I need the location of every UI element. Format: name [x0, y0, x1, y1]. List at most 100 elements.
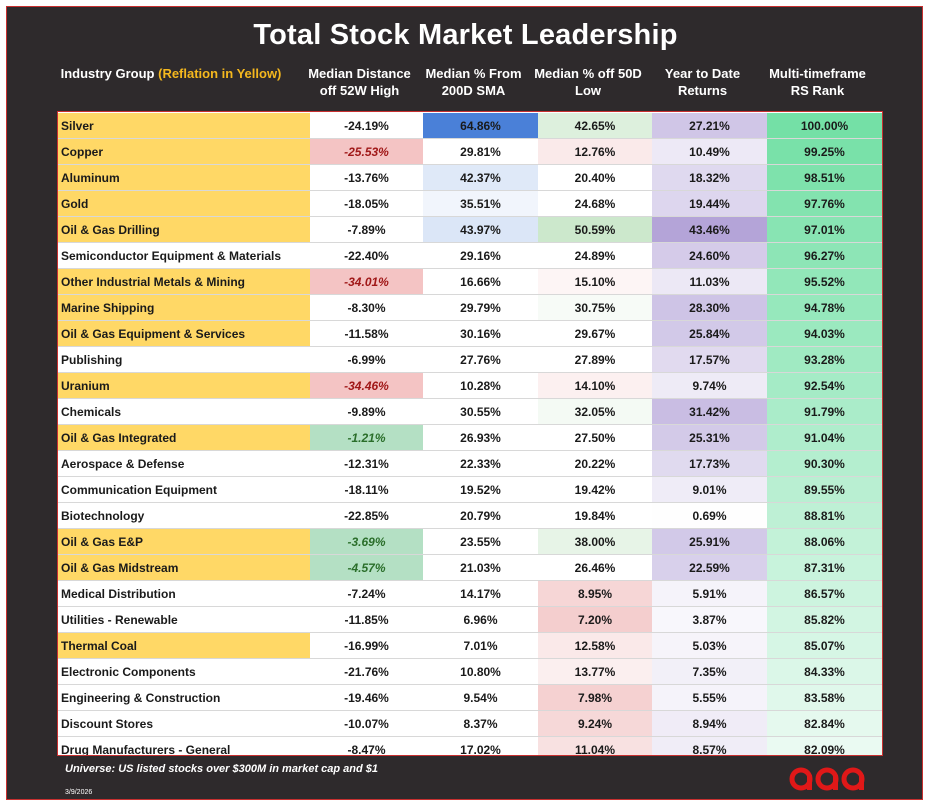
ytd-cell: 10.49%	[652, 139, 767, 165]
low-50-cell: 7.20%	[538, 607, 652, 633]
dist-52w-cell: -8.47%	[310, 737, 423, 755]
low-50-cell: 30.75%	[538, 295, 652, 321]
ytd-cell: 17.57%	[652, 347, 767, 373]
low-50-cell: 42.65%	[538, 113, 652, 139]
table-row: Biotechnology -22.85% 20.79% 19.84% 0.69% 88.…	[58, 503, 882, 529]
header-low-50: Median % off 50D Low	[534, 66, 642, 98]
industry-group-cell: Biotechnology	[58, 503, 310, 529]
industry-group-cell: Engineering & Construction	[58, 685, 310, 711]
dist-52w-cell: -6.99%	[310, 347, 423, 373]
table-row: Electronic Components -21.76% 10.80% 13.77%…	[58, 659, 882, 685]
header-dist-52w: Median Distance off 52W High	[308, 66, 411, 98]
low-50-cell: 27.89%	[538, 347, 652, 373]
rs-rank-cell: 83.58%	[767, 685, 882, 711]
sma-200-cell: 8.37%	[423, 711, 538, 737]
table-row: Gold -18.05% 35.51% 24.68% 19.44% 97.76%	[58, 191, 882, 217]
industry-group-cell: Utilities - Renewable	[58, 607, 310, 633]
low-50-cell: 19.42%	[538, 477, 652, 503]
sma-200-cell: 16.66%	[423, 269, 538, 295]
dist-52w-cell: -8.30%	[310, 295, 423, 321]
table-row: Engineering & Construction -19.46% 9.54% 7.…	[58, 685, 882, 711]
row-separator	[58, 658, 882, 659]
rs-rank-cell: 100.00%	[767, 113, 882, 139]
row-separator	[58, 632, 882, 633]
ytd-cell: 19.44%	[652, 191, 767, 217]
industry-group-cell: Electronic Components	[58, 659, 310, 685]
industry-group-cell: Oil & Gas Equipment & Services	[58, 321, 310, 347]
rs-rank-cell: 92.54%	[767, 373, 882, 399]
row-separator	[58, 736, 882, 737]
low-50-cell: 24.68%	[538, 191, 652, 217]
sma-200-cell: 35.51%	[423, 191, 538, 217]
low-50-cell: 24.89%	[538, 243, 652, 269]
sma-200-cell: 43.97%	[423, 217, 538, 243]
header-rs-rank: Multi-timeframe RS Rank	[769, 66, 866, 98]
rs-rank-cell: 88.06%	[767, 529, 882, 555]
table-row: Silver -24.19% 64.86% 42.65% 27.21% 100.00%	[58, 113, 882, 139]
dist-52w-cell: -34.01%	[310, 269, 423, 295]
dist-52w-cell: -9.89%	[310, 399, 423, 425]
dist-52w-cell: -13.76%	[310, 165, 423, 191]
industry-group-cell: Oil & Gas Drilling	[58, 217, 310, 243]
low-50-cell: 19.84%	[538, 503, 652, 529]
industry-group-cell: Copper	[58, 139, 310, 165]
table-row: Chemicals -9.89% 30.55% 32.05% 31.42% 91.79%	[58, 399, 882, 425]
table-row: Oil & Gas Integrated -1.21% 26.93% 27.50% 25…	[58, 425, 882, 451]
low-50-cell: 20.22%	[538, 451, 652, 477]
dist-52w-cell: -7.24%	[310, 581, 423, 607]
sma-200-cell: 23.55%	[423, 529, 538, 555]
dist-52w-cell: -34.46%	[310, 373, 423, 399]
logo-mark-icon	[789, 767, 865, 791]
table-row: Drug Manufacturers - General -8.47% 17.02%…	[58, 737, 882, 755]
industry-group-cell: Publishing	[58, 347, 310, 373]
dist-52w-cell: -18.05%	[310, 191, 423, 217]
low-50-cell: 29.67%	[538, 321, 652, 347]
industry-group-cell: Aluminum	[58, 165, 310, 191]
sma-200-cell: 14.17%	[423, 581, 538, 607]
rs-rank-cell: 85.07%	[767, 633, 882, 659]
ytd-cell: 5.03%	[652, 633, 767, 659]
table-row: Discount Stores -10.07% 8.37% 9.24% 8.94% 82.…	[58, 711, 882, 737]
industry-group-cell: Silver	[58, 113, 310, 139]
table-row: Copper -25.53% 29.81% 12.76% 10.49% 99.25%	[58, 139, 882, 165]
sma-200-cell: 29.16%	[423, 243, 538, 269]
sma-200-cell: 22.33%	[423, 451, 538, 477]
row-separator	[58, 554, 882, 555]
ytd-cell: 25.31%	[652, 425, 767, 451]
low-50-cell: 13.77%	[538, 659, 652, 685]
ytd-cell: 9.01%	[652, 477, 767, 503]
leadership-table: Silver -24.19% 64.86% 42.65% 27.21% 100.00% Co…	[57, 111, 883, 756]
sma-200-cell: 30.16%	[423, 321, 538, 347]
dist-52w-cell: -11.85%	[310, 607, 423, 633]
report-date: 3/9/2026	[65, 789, 93, 796]
dist-52w-cell: -4.57%	[310, 555, 423, 581]
rs-rank-cell: 86.57%	[767, 581, 882, 607]
ytd-cell: 0.69%	[652, 503, 767, 529]
sma-200-cell: 17.02%	[423, 737, 538, 755]
table-row: Utilities - Renewable -11.85% 6.96% 7.20% 3.…	[58, 607, 882, 633]
row-separator	[58, 268, 882, 269]
rs-rank-cell: 85.82%	[767, 607, 882, 633]
table-row: Medical Distribution -7.24% 14.17% 8.95% 5.9…	[58, 581, 882, 607]
universe-footnote: Universe: US listed stocks over $300M in…	[65, 763, 379, 775]
row-separator	[58, 580, 882, 581]
row-separator	[58, 502, 882, 503]
low-50-cell: 7.98%	[538, 685, 652, 711]
table-row: Publishing -6.99% 27.76% 27.89% 17.57% 93.28%	[58, 347, 882, 373]
industry-group-cell: Medical Distribution	[58, 581, 310, 607]
low-50-cell: 12.76%	[538, 139, 652, 165]
ytd-cell: 3.87%	[652, 607, 767, 633]
table-row: Semiconductor Equipment & Materials -22.4…	[58, 243, 882, 269]
low-50-cell: 8.95%	[538, 581, 652, 607]
dist-52w-cell: -16.99%	[310, 633, 423, 659]
ytd-cell: 43.46%	[652, 217, 767, 243]
low-50-cell: 38.00%	[538, 529, 652, 555]
rs-rank-cell: 84.33%	[767, 659, 882, 685]
ytd-cell: 9.74%	[652, 373, 767, 399]
industry-group-cell: Oil & Gas Integrated	[58, 425, 310, 451]
ytd-cell: 22.59%	[652, 555, 767, 581]
low-50-cell: 11.04%	[538, 737, 652, 755]
sma-200-cell: 30.55%	[423, 399, 538, 425]
ytd-cell: 25.84%	[652, 321, 767, 347]
dist-52w-cell: -22.85%	[310, 503, 423, 529]
